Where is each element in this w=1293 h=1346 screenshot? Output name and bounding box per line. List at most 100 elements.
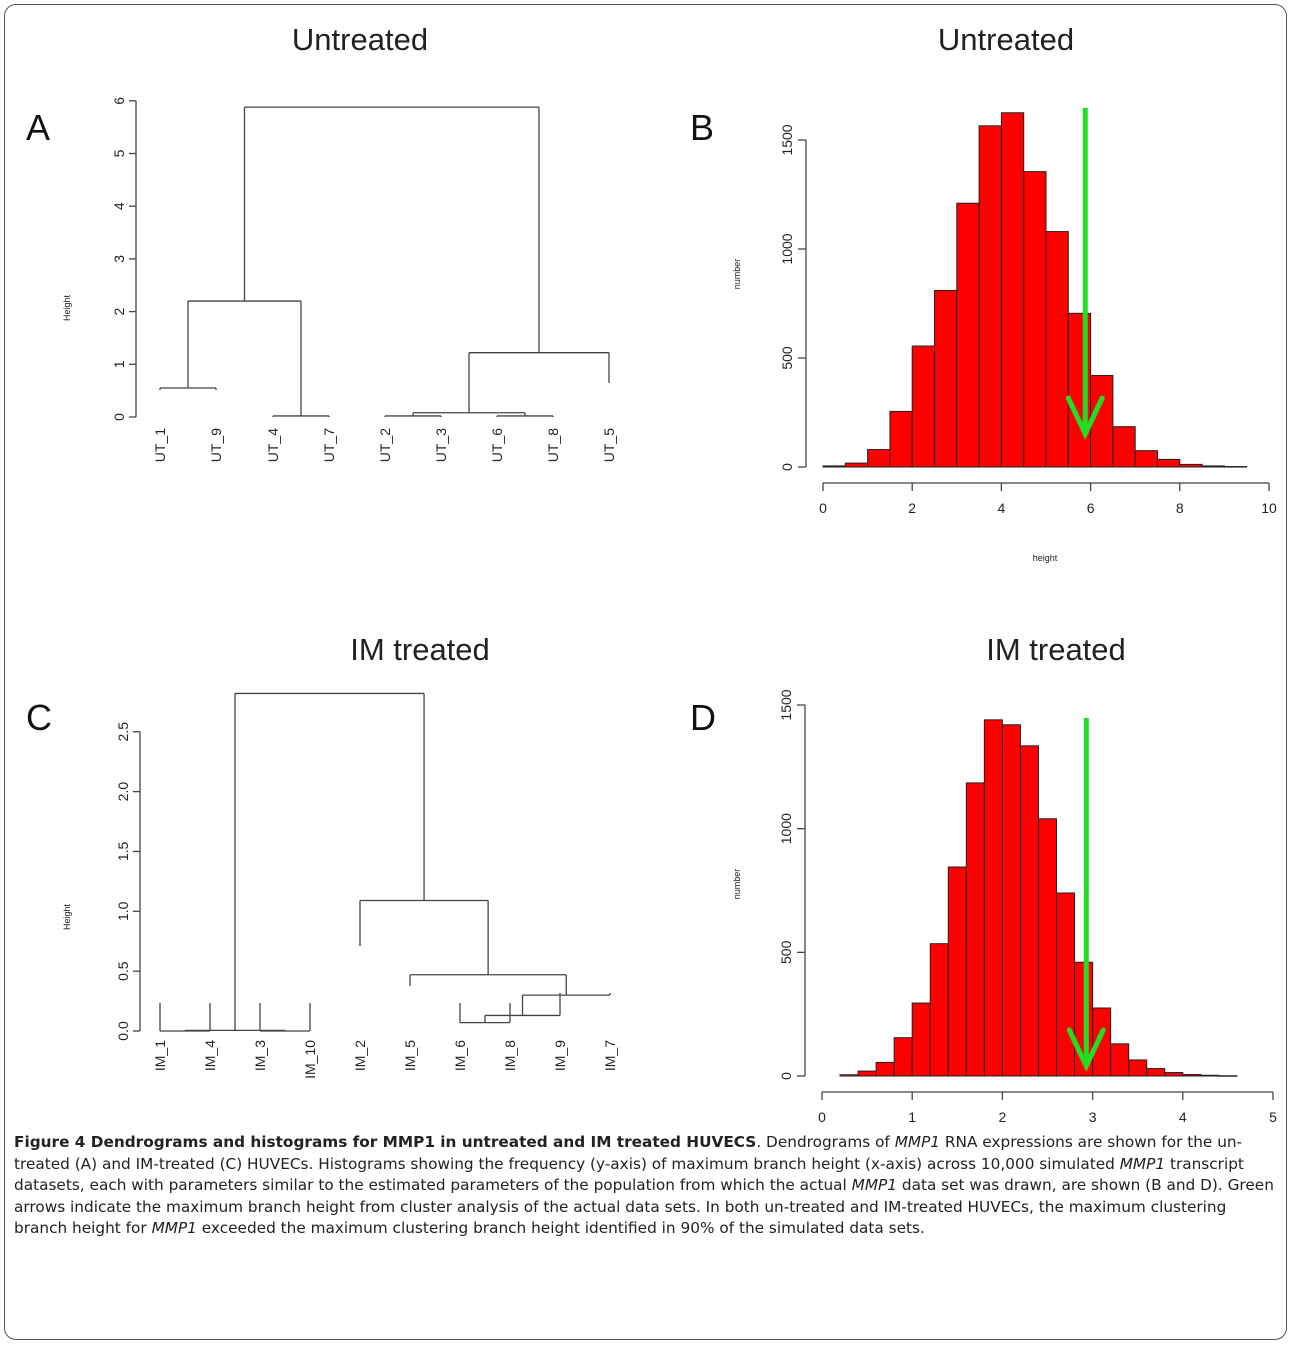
histogram-bar (1045, 231, 1069, 468)
leaf-label: IM_10 (302, 1040, 318, 1079)
x-tick-label: 0 (819, 500, 827, 516)
histogram-bar (867, 449, 891, 468)
leaf-label: UT_7 (321, 428, 337, 462)
x-tick-label: 4 (998, 500, 1006, 516)
x-tick-label: 3 (1089, 1109, 1097, 1125)
x-tick-label: 2 (999, 1109, 1007, 1125)
figure-frame (4, 4, 1287, 1340)
panel-a-title: Untreated (292, 22, 428, 57)
x-tick-label: 4 (1179, 1109, 1187, 1125)
panel-c-y-tick-label: 0.0 (115, 1021, 131, 1041)
histogram-bar (1146, 1068, 1166, 1077)
panel-b-bars (822, 112, 1248, 468)
panel-a-y-tick-label: 2 (111, 307, 127, 315)
histogram-bar (844, 462, 869, 468)
histogram-bar (1037, 818, 1058, 1077)
panel-c-y-tick-label: 1.0 (115, 901, 131, 921)
histogram-bar (1134, 450, 1158, 468)
leaf-label: UT_8 (545, 428, 561, 462)
panel-c-ylabel: Height (62, 903, 72, 930)
panel-d-ylabel: number (732, 869, 742, 900)
histogram-bar (1001, 724, 1021, 1077)
histogram-bar (1218, 1075, 1238, 1077)
panel-d-letter: D (690, 697, 716, 738)
y-tick-label: 500 (779, 346, 795, 370)
panel-a-y-tick-label: 6 (111, 97, 127, 105)
histogram-bar (911, 345, 936, 468)
histogram-bar (1201, 465, 1225, 468)
y-tick-label: 500 (778, 940, 794, 964)
histogram-bar (839, 1074, 859, 1077)
caption-body: . Dendrograms of MMP1 RNA expressions ar… (14, 1133, 1274, 1237)
panel-a-y-axis: 0 1 2 3 4 5 6 (111, 97, 137, 421)
x-tick-label: 2 (908, 500, 916, 516)
y-tick-label: 1000 (779, 233, 795, 264)
leaf-label: UT_3 (433, 428, 449, 462)
panel-d-title: IM treated (986, 632, 1126, 667)
histogram-bar (934, 289, 958, 468)
panel-b-title: Untreated (938, 22, 1074, 57)
panel-d-histogram: IM treated D number height 0123450500100… (690, 632, 1277, 1125)
leaf-label: UT_9 (208, 428, 224, 462)
leaf-label: IM_1 (152, 1040, 168, 1071)
leaf-label: UT_5 (601, 428, 617, 462)
leaf-label: IM_4 (202, 1040, 218, 1071)
histogram-bar (1157, 458, 1181, 468)
histogram-bar (889, 410, 913, 468)
histogram-bar (1200, 1074, 1220, 1077)
panel-b-letter: B (690, 107, 714, 148)
leaf-label: IM_8 (502, 1040, 518, 1071)
leaf-label: IM_3 (252, 1040, 268, 1071)
panel-b-arrow (1065, 108, 1105, 440)
panel-d-arrow (1066, 718, 1106, 1072)
leaf-label: UT_6 (489, 428, 505, 462)
panel-a-y-tick-label: 0 (111, 413, 127, 421)
y-tick-label: 0 (778, 1072, 794, 1080)
caption-segment: . Dendrograms of (756, 1133, 895, 1151)
green-arrow-head (1066, 1027, 1106, 1072)
leaf-label: IM_5 (402, 1040, 418, 1071)
histogram-bar (1164, 1072, 1184, 1077)
panel-c-y-axis: 0.0 0.5 1.0 1.5 2.0 2.5 (115, 722, 141, 1041)
leaf-label: UT_4 (265, 428, 281, 462)
panel-d-axes: 0 1 2 3 4 5 0 500 1000 1500 (778, 689, 1277, 1125)
leaf-label: UT_1 (152, 428, 168, 462)
histogram-bar (822, 465, 846, 468)
caption-title: Figure 4 Dendrograms and histograms for … (14, 1133, 757, 1151)
histogram-bar (1112, 426, 1136, 468)
histogram-bar (965, 782, 985, 1077)
panel-c-y-tick-label: 2.5 (115, 722, 131, 742)
panel-c-y-tick-label: 0.5 (115, 961, 131, 981)
x-tick-label: 10 (1261, 500, 1277, 516)
panel-a-y-tick-label: 1 (111, 360, 127, 368)
leaf-label: IM_9 (552, 1040, 568, 1071)
panel-c-tree: IM_1 IM_4 IM_3 IM_10 IM_2 IM_5 IM_6 IM_8 IM_9 IM_… (152, 692, 618, 1079)
x-tick-label: 1 (908, 1109, 916, 1125)
panel-a-y-tick-label: 3 (111, 255, 127, 263)
y-tick-label: 0 (779, 463, 795, 471)
histogram-bar (1110, 1043, 1130, 1077)
histogram-bar (956, 202, 980, 468)
panel-a-letter: A (26, 107, 50, 148)
histogram-bar (1223, 466, 1248, 468)
caption-segment: MMP1 (894, 1133, 941, 1151)
histogram-bar (1128, 1059, 1148, 1077)
caption-segment: MMP1 (1119, 1154, 1166, 1173)
caption-segment: MMP1 (151, 1219, 197, 1237)
panel-b-ylabel: number (732, 259, 742, 290)
histogram-bar (875, 1061, 895, 1077)
leaf-label: IM_7 (602, 1040, 618, 1071)
panel-a-tree: UT_1 UT_9 UT_4 UT_7 UT_2 UT_3 UT_6 UT_8 UT_5 (152, 106, 617, 462)
histogram-bar (911, 1002, 931, 1077)
panel-a-ylabel: Height (62, 294, 72, 321)
panel-b-xlabel: height (1033, 553, 1058, 563)
x-tick-label: 6 (1087, 500, 1095, 516)
y-tick-label: 1500 (779, 124, 795, 155)
y-tick-label: 1500 (778, 689, 794, 720)
y-tick-label: 1000 (778, 813, 794, 844)
x-tick-label: 0 (818, 1109, 826, 1125)
histogram-bar (1179, 463, 1203, 468)
caption-segment: transcript datasets, each with parameter… (14, 1154, 1244, 1195)
